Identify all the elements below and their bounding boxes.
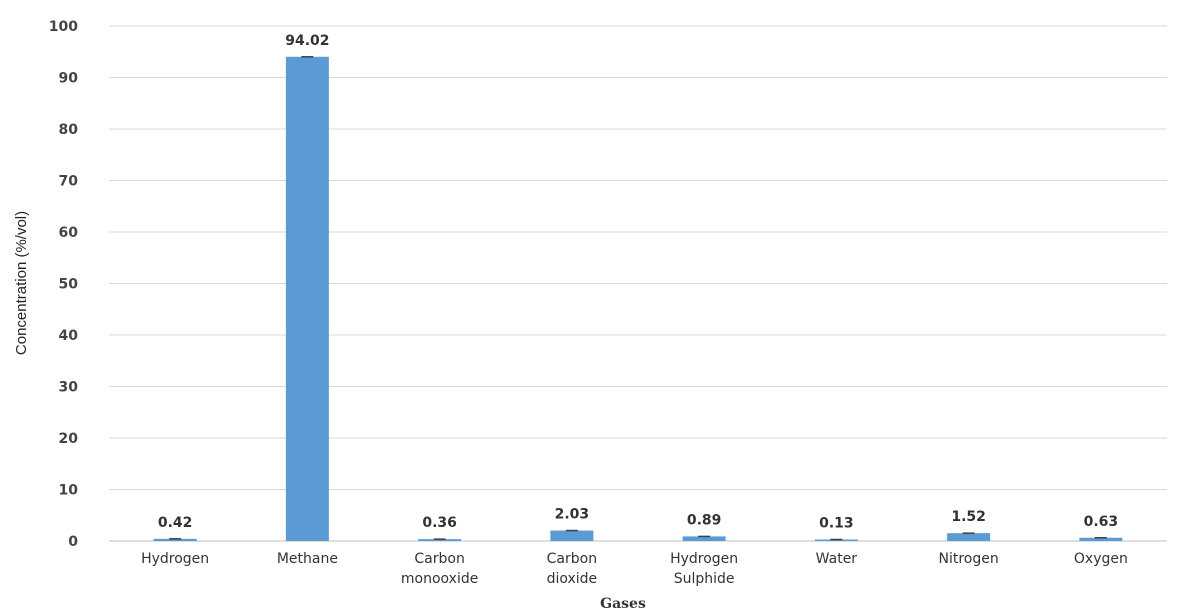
- y-tick-label: 20: [59, 431, 79, 447]
- data-label: 1.52: [951, 509, 986, 525]
- x-tick-label: Water: [816, 551, 858, 567]
- y-tick-label: 10: [59, 483, 79, 499]
- bar: [550, 530, 594, 541]
- y-tick-label: 50: [59, 277, 79, 293]
- y-tick-label: 80: [59, 122, 79, 138]
- data-label: 0.36: [422, 515, 457, 531]
- y-axis-ticks: 0 10 20 30 40 50 60 70 80 90 100: [49, 19, 78, 550]
- bar: [682, 536, 726, 541]
- x-tick-label: Oxygen: [1074, 551, 1128, 567]
- x-tick-label: Methane: [277, 551, 338, 567]
- x-tick-label: Hydrogen Sulphide: [670, 551, 738, 587]
- y-tick-label: 70: [59, 174, 79, 190]
- x-tick-label: Carbon dioxide: [547, 551, 598, 587]
- bars: [153, 56, 1123, 542]
- x-tick-label: Carbon monooxide: [401, 551, 478, 587]
- bar: [1079, 537, 1123, 541]
- data-labels: 0.42 94.02 0.36 2.03 0.89 0.13 1.52 0.63: [158, 33, 1118, 532]
- x-tick-label: Nitrogen: [939, 551, 999, 567]
- y-tick-label: 60: [59, 225, 79, 241]
- bar: [285, 56, 329, 542]
- y-tick-label: 0: [68, 534, 78, 550]
- data-label: 94.02: [285, 33, 329, 49]
- bar: [153, 538, 197, 541]
- bar: [947, 533, 991, 541]
- data-label: 0.13: [819, 516, 854, 532]
- x-axis-title: Gases: [600, 596, 646, 612]
- gridlines: [109, 25, 1167, 542]
- y-tick-label: 100: [49, 19, 78, 35]
- y-tick-label: 30: [59, 380, 79, 396]
- bar: [418, 539, 462, 541]
- x-axis-categories: Hydrogen Methane Carbon monooxide Carbon diox…: [141, 551, 1128, 587]
- error-bars: [169, 56, 1107, 541]
- y-tick-label: 40: [59, 328, 79, 344]
- data-label: 0.63: [1084, 514, 1119, 530]
- y-axis-title: Concentration (%/vol): [13, 211, 30, 355]
- data-label: 0.89: [687, 512, 722, 528]
- data-label: 0.42: [158, 515, 193, 531]
- y-tick-label: 90: [59, 71, 79, 87]
- x-tick-label: Hydrogen: [141, 551, 209, 567]
- data-label: 2.03: [555, 507, 590, 523]
